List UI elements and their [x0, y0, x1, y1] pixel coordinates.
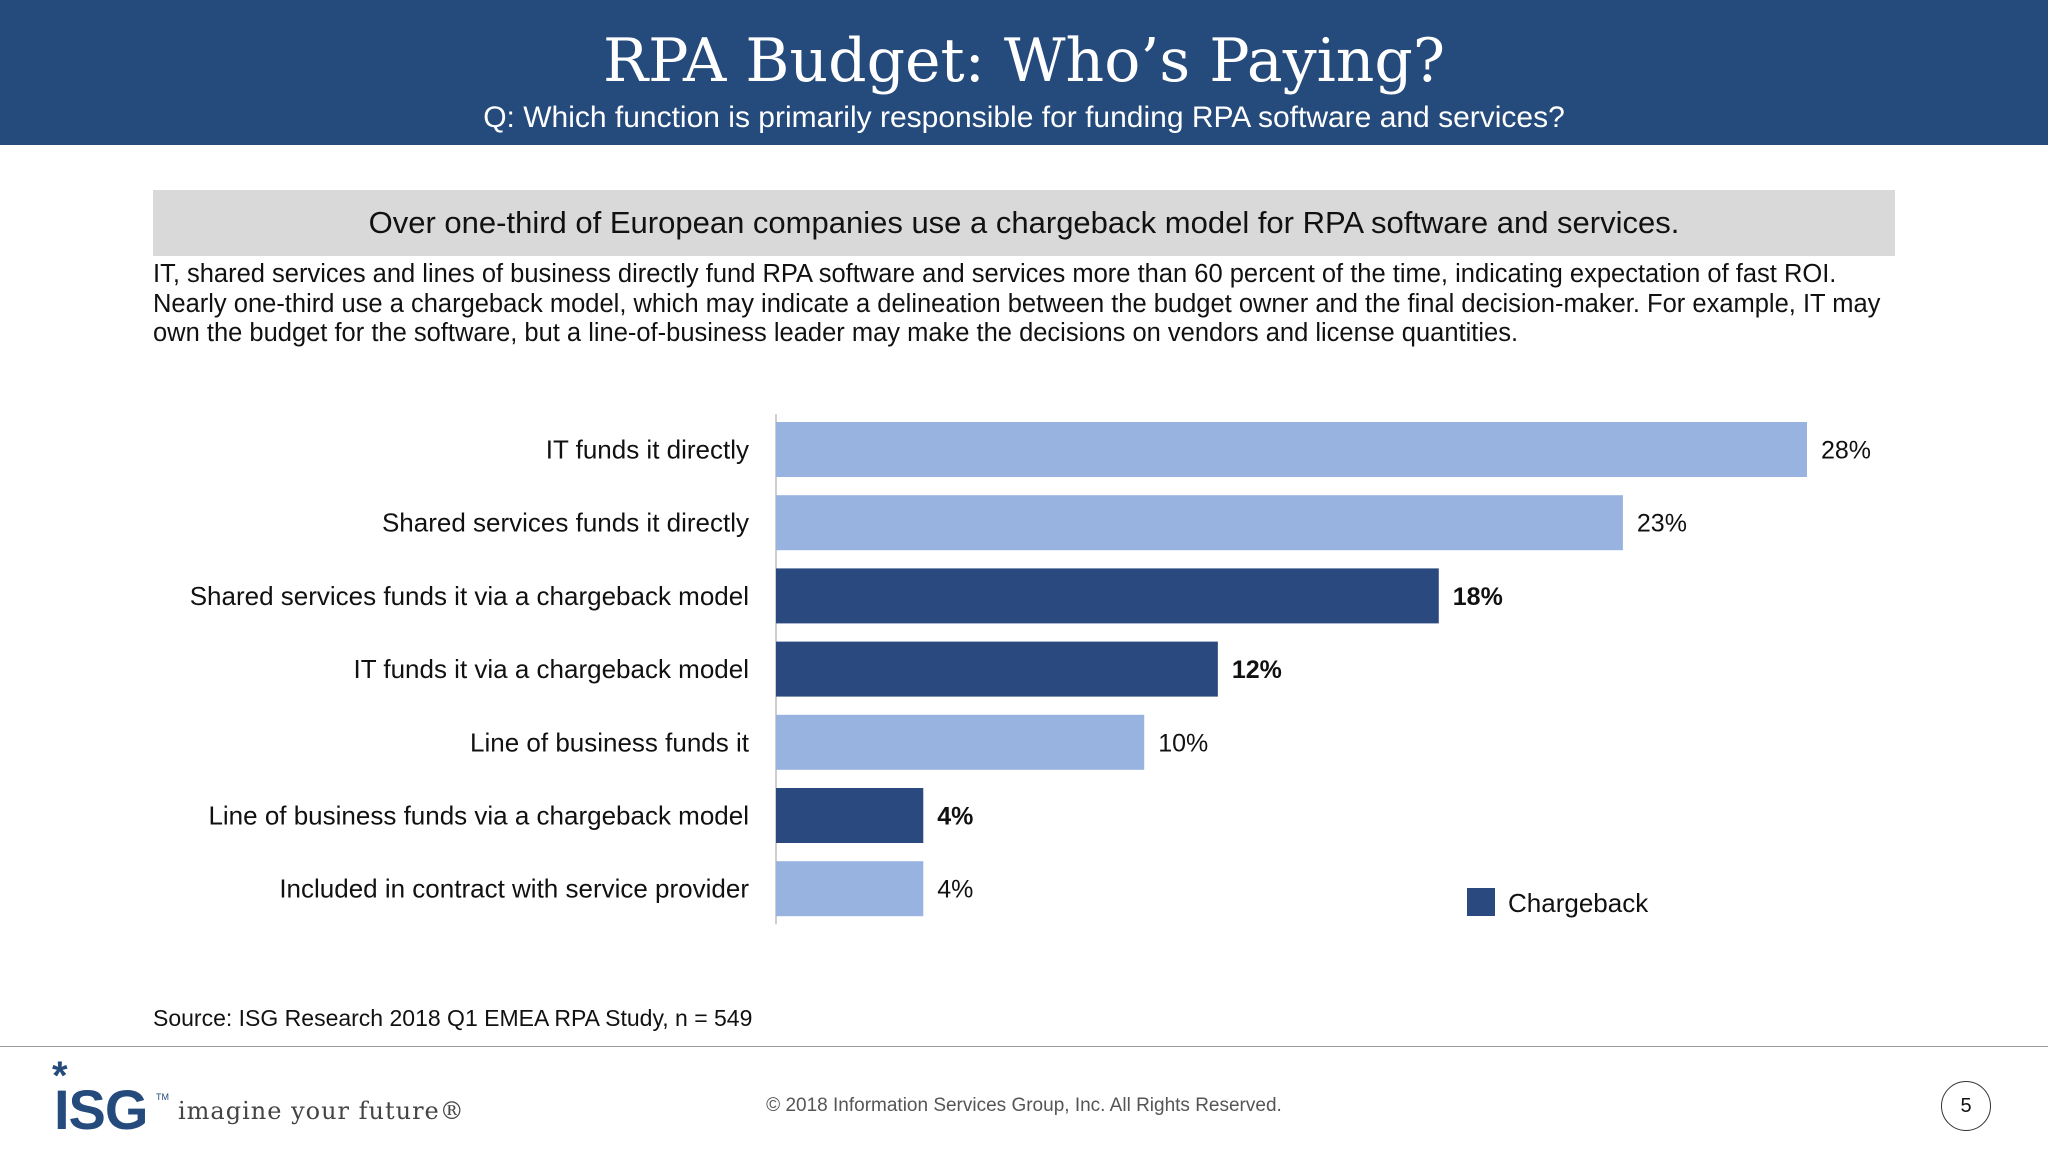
legend-label-chargeback: Chargeback — [1508, 888, 1649, 918]
trademark-mark: TM — [156, 1092, 169, 1102]
footer-divider — [0, 1046, 2048, 1047]
value-label: 12% — [1232, 656, 1282, 684]
bar-line-of-business-funds-it — [776, 714, 1145, 770]
asterisk-icon: * — [52, 1054, 68, 1098]
header-banner: RPA Budget: Who’s Paying? Q: Which funct… — [0, 0, 2048, 145]
logo-tagline: imagine your future® — [178, 1097, 465, 1125]
value-label: 18% — [1453, 583, 1503, 611]
bar-included-in-contract-with-service-provider — [776, 861, 924, 917]
page-subtitle: Q: Which function is primarily responsib… — [483, 101, 1565, 134]
bar-it-funds-it-directly — [776, 422, 1807, 477]
category-label: IT funds it via a chargeback model — [353, 654, 749, 684]
bar-line-of-business-funds-via-a-chargeback-model — [776, 788, 924, 843]
value-label: 4% — [937, 876, 973, 904]
category-label: Line of business funds it — [470, 727, 750, 757]
value-label: 10% — [1158, 729, 1208, 757]
bar-shared-services-funds-it-directly — [776, 495, 1623, 551]
copyright-notice: © 2018 Information Services Group, Inc. … — [766, 1095, 1282, 1116]
category-label: IT funds it directly — [546, 435, 749, 465]
bar-it-funds-it-via-a-chargeback-model — [776, 641, 1218, 697]
value-label: 28% — [1821, 437, 1871, 465]
category-label: Line of business funds via a chargeback … — [208, 801, 749, 831]
value-label: 4% — [937, 803, 973, 831]
category-label: Included in contract with service provid… — [279, 874, 749, 904]
category-label: Shared services funds it directly — [382, 508, 749, 538]
page-title: RPA Budget: Who’s Paying? — [602, 26, 1446, 96]
value-label: 23% — [1637, 510, 1687, 538]
page-number: 5 — [1941, 1081, 1991, 1131]
bar-shared-services-funds-it-via-a-chargeback-model — [776, 568, 1439, 624]
body-paragraph: IT, shared services and lines of busines… — [153, 260, 1881, 347]
funding-bar-chart: IT funds it directly 28% Shared services f… — [190, 414, 1871, 925]
isg-logo: ISG — [54, 1078, 148, 1141]
category-label: Shared services funds it via a chargebac… — [190, 581, 749, 611]
source-note: Source: ISG Research 2018 Q1 EMEA RPA St… — [153, 1005, 753, 1031]
key-finding-callout: Over one-third of European companies use… — [153, 190, 1895, 256]
legend-swatch-chargeback — [1467, 888, 1495, 916]
